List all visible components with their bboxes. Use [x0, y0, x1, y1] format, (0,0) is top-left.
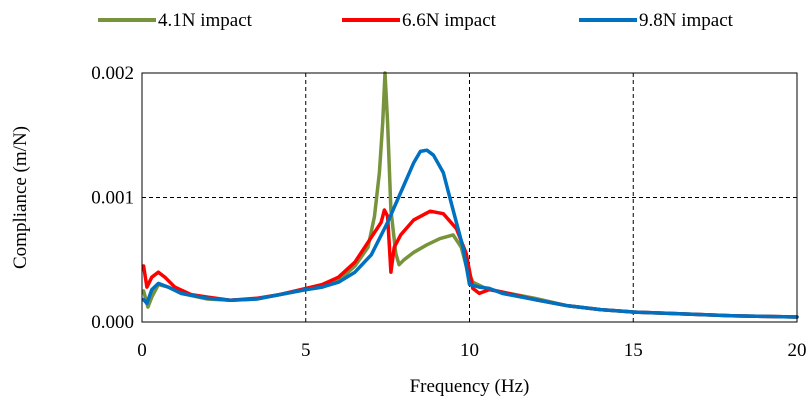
- series-layer: [141, 71, 799, 319]
- legend-item-1: 4.1N impact: [98, 10, 253, 31]
- plot-area: [141, 72, 798, 323]
- y-tick-label: 0.002: [91, 63, 134, 84]
- legend-label: 4.1N impact: [158, 10, 253, 31]
- legend: 4.1N impact 6.6N impact 9.8N impact: [98, 10, 734, 31]
- y-axis: 0.000 0.001 0.002: [91, 63, 134, 333]
- y-axis-label: Compliance (m/N): [10, 126, 31, 269]
- x-tick-label: 15: [624, 340, 643, 361]
- x-tick-label: 0: [137, 340, 147, 361]
- y-tick-label: 0.000: [91, 312, 134, 333]
- x-axis-label: Frequency (Hz): [410, 376, 530, 397]
- legend-label: 9.8N impact: [639, 10, 734, 31]
- legend-label: 6.6N impact: [402, 10, 497, 31]
- x-tick-label: 5: [301, 340, 311, 361]
- x-tick-label: 10: [460, 340, 479, 361]
- series-line-3: [141, 148, 799, 319]
- x-axis: 0 5 10 15 20: [137, 340, 806, 361]
- x-tick-label: 20: [788, 340, 807, 361]
- legend-item-3: 9.8N impact: [579, 10, 734, 31]
- legend-item-2: 6.6N impact: [342, 10, 497, 31]
- y-tick-label: 0.001: [91, 188, 134, 209]
